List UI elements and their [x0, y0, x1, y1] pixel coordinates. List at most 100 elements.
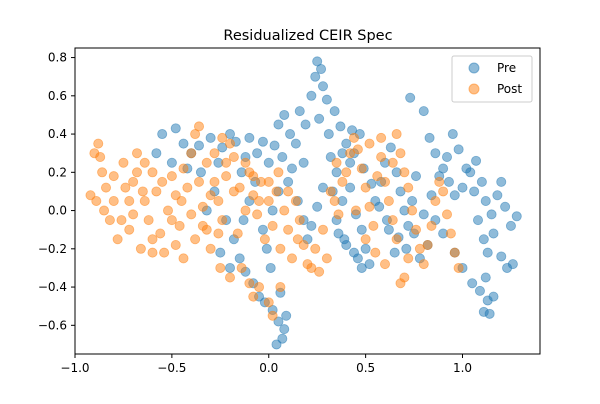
point-post-28 — [197, 201, 208, 212]
point-post-52 — [290, 195, 301, 206]
point-pre-17 — [273, 119, 284, 130]
point-post-121 — [209, 148, 220, 159]
point-pre-0 — [157, 129, 168, 140]
point-pre-82 — [488, 291, 499, 302]
point-post-83 — [418, 259, 429, 270]
point-post-81 — [410, 224, 421, 235]
point-post-142 — [387, 157, 398, 168]
point-post-25 — [186, 148, 197, 159]
point-post-48 — [275, 243, 286, 254]
point-pre-18 — [279, 109, 290, 120]
point-pre-62 — [449, 190, 460, 201]
point-post-5 — [104, 215, 115, 226]
point-post-12 — [135, 243, 146, 254]
point-post-16 — [151, 186, 162, 197]
point-post-90 — [445, 228, 456, 239]
point-post-89 — [441, 209, 452, 220]
point-post-106 — [120, 182, 131, 193]
point-post-66 — [352, 144, 363, 155]
point-pre-1 — [170, 123, 181, 134]
point-pre-33 — [341, 138, 352, 149]
point-post-11 — [131, 148, 142, 159]
point-post-76 — [391, 129, 402, 140]
point-pre-152 — [277, 152, 288, 163]
point-pre-150 — [298, 157, 309, 168]
point-post-14 — [143, 215, 154, 226]
point-pre-127 — [151, 148, 162, 159]
point-pre-4 — [193, 140, 204, 151]
x-axis: −1.0 −0.5 0.0 0.5 1.0 — [60, 354, 472, 375]
point-post-100 — [267, 310, 278, 321]
point-pre-12 — [244, 132, 255, 143]
point-post-91 — [449, 247, 460, 258]
point-post-147 — [190, 234, 201, 245]
point-pre-151 — [286, 163, 297, 174]
series-post — [85, 121, 464, 321]
point-pre-38 — [345, 182, 356, 193]
point-post-103 — [147, 234, 158, 245]
point-post-134 — [317, 224, 328, 235]
point-pre-21 — [294, 106, 305, 117]
point-post-38 — [236, 262, 247, 273]
point-post-148 — [197, 220, 208, 231]
point-post-23 — [178, 163, 189, 174]
point-post-96 — [248, 291, 259, 302]
point-post-19 — [162, 205, 173, 216]
point-pre-141 — [453, 144, 464, 155]
point-post-132 — [292, 234, 303, 245]
point-pre-75 — [482, 247, 493, 258]
point-post-145 — [170, 239, 181, 250]
point-post-140 — [391, 234, 402, 245]
point-pre-24 — [310, 71, 321, 82]
point-post-30 — [205, 243, 216, 254]
point-post-102 — [215, 262, 226, 273]
point-pre-57 — [418, 106, 429, 117]
point-post-144 — [364, 138, 375, 149]
y-tick-label: −0.6 — [38, 318, 67, 332]
point-pre-74 — [488, 228, 499, 239]
point-post-123 — [221, 171, 232, 182]
point-post-116 — [166, 215, 177, 226]
point-pre-85 — [467, 278, 478, 289]
point-pre-32 — [335, 121, 346, 132]
point-pre-142 — [461, 163, 472, 174]
point-pre-13 — [252, 148, 263, 159]
point-pre-78 — [507, 259, 518, 270]
point-post-151 — [147, 247, 158, 258]
point-pre-139 — [441, 152, 452, 163]
point-pre-80 — [474, 285, 485, 296]
point-pre-5 — [205, 132, 216, 143]
point-post-8 — [118, 157, 129, 168]
y-axis: −0.6 −0.4 −0.2 0.0 0.2 0.4 0.6 0.8 — [38, 51, 75, 332]
point-pre-20 — [290, 138, 301, 149]
point-post-61 — [333, 209, 344, 220]
point-post-113 — [131, 167, 142, 178]
point-pre-145 — [478, 234, 489, 245]
point-post-104 — [137, 186, 148, 197]
point-pre-101 — [271, 339, 282, 350]
y-tick-label: 0.4 — [48, 127, 67, 141]
point-post-118 — [186, 209, 197, 220]
point-post-75 — [387, 215, 398, 226]
point-pre-59 — [430, 148, 441, 159]
point-pre-56 — [405, 92, 416, 103]
point-pre-157 — [339, 234, 350, 245]
point-pre-104 — [265, 262, 276, 273]
point-pre-131 — [374, 201, 385, 212]
point-post-108 — [101, 182, 112, 193]
point-post-35 — [224, 138, 235, 149]
point-pre-54 — [407, 195, 418, 206]
point-post-58 — [321, 253, 332, 264]
point-post-46 — [267, 220, 278, 231]
point-post-146 — [178, 253, 189, 264]
point-post-63 — [341, 167, 352, 178]
point-post-138 — [370, 247, 381, 258]
point-pre-61 — [443, 176, 454, 187]
point-pre-26 — [316, 64, 327, 75]
point-post-77 — [395, 148, 406, 159]
point-post-135 — [331, 157, 342, 168]
point-post-79 — [403, 182, 414, 193]
point-post-27 — [193, 121, 204, 132]
point-post-53 — [294, 215, 305, 226]
